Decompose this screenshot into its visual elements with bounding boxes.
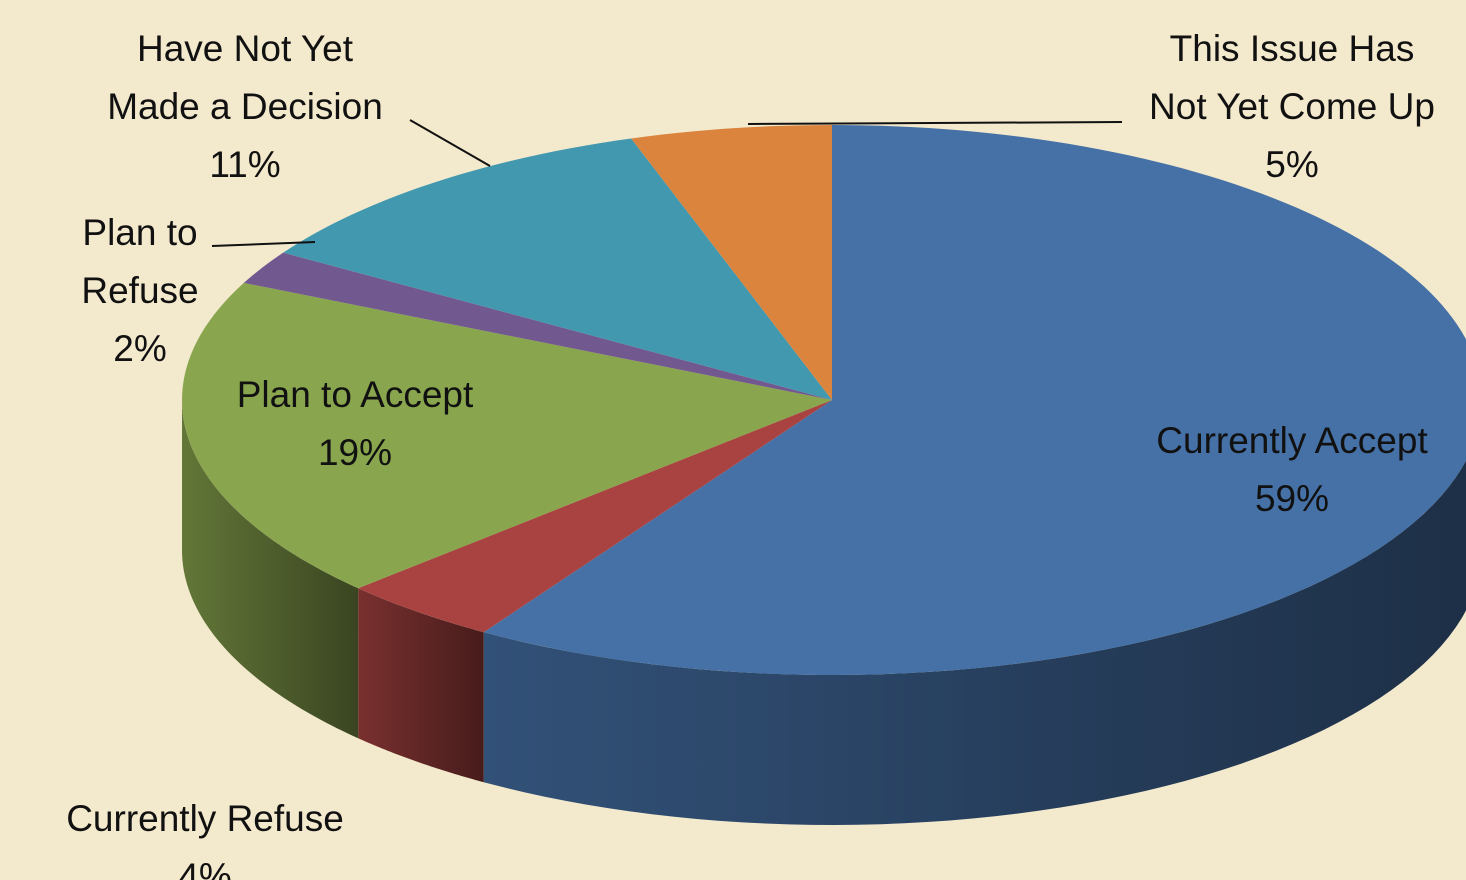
slice (182, 282, 833, 589)
slice (631, 125, 832, 400)
value-label: 11% (209, 144, 281, 185)
slice-label: Currently Refuse 4% (66, 790, 344, 880)
slice (483, 125, 1466, 675)
slice-label: Currently Accept 59% (1156, 412, 1427, 528)
slice-label: This Issue Has Not Yet Come Up 5% (1149, 20, 1435, 194)
leader-line (747, 121, 1123, 125)
value-label: 4% (178, 856, 232, 880)
slice-label: Plan to Refuse 2% (81, 204, 198, 378)
value-label: 19% (317, 432, 393, 473)
slice-wall (483, 460, 1466, 825)
slice (243, 252, 832, 400)
leader-line (211, 241, 316, 247)
category-label: This Issue Has Not Yet Come Up (1149, 28, 1435, 127)
slice (283, 138, 832, 400)
tops (182, 125, 1466, 675)
value-label: 2% (113, 328, 167, 369)
category-label: Currently Accept (1156, 420, 1428, 461)
value-label: 5% (1265, 144, 1319, 185)
category-label: Plan to Refuse (81, 212, 199, 311)
walls (182, 400, 1466, 825)
value-label: 59% (1254, 478, 1330, 519)
slice-wall (182, 400, 359, 739)
category-label: Have Not Yet Made a Decision (107, 28, 383, 127)
category-label: Plan to Accept (236, 374, 474, 415)
slice-label: Plan to Accept 19% (237, 366, 474, 482)
slice-wall (358, 588, 484, 783)
slice-label: Have Not Yet Made a Decision 11% (107, 20, 383, 194)
category-label: Currently Refuse (66, 798, 344, 839)
leader-line (409, 119, 491, 167)
slice (358, 400, 832, 633)
